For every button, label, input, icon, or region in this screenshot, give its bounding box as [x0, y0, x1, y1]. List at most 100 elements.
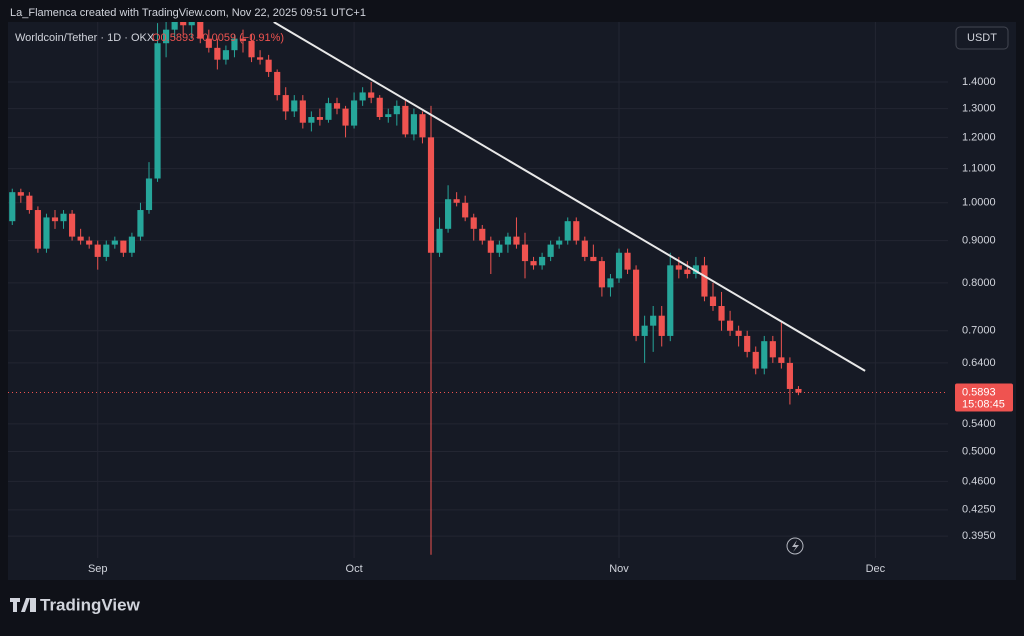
plot [9, 22, 866, 555]
candle-body [744, 335, 751, 352]
candle-body [26, 195, 33, 211]
candle-body [761, 341, 768, 369]
x-tick-label: Oct [346, 563, 363, 575]
candle-body [308, 117, 315, 123]
candle-body [9, 192, 16, 222]
candle-body [342, 108, 349, 126]
candle-body [590, 256, 597, 262]
candle-body [513, 236, 520, 245]
currency-box[interactable] [955, 26, 1009, 50]
y-tick-label: 0.3950 [962, 530, 996, 542]
candle-body [291, 100, 298, 112]
candle-body [427, 137, 435, 253]
y-tick-label: 0.8000 [962, 277, 996, 289]
candle-body [86, 240, 93, 245]
candle-body [530, 261, 537, 266]
y-tick-label: 0.6400 [962, 357, 996, 369]
y-tick-label: 1.4000 [962, 76, 996, 88]
candle-body [103, 244, 110, 257]
candle-body [171, 22, 178, 30]
y-tick-label: 1.3000 [962, 103, 996, 115]
candle-body [128, 236, 135, 253]
candle-body [675, 265, 682, 270]
candle-body [402, 105, 409, 135]
candle-body [51, 217, 59, 222]
chart-frame [8, 22, 1016, 580]
x-tick-label: Dec [866, 563, 886, 575]
candle-body [265, 59, 272, 72]
candle-body [445, 199, 452, 229]
brand: TradingView [40, 595, 141, 614]
logo: TradingView [10, 595, 141, 614]
candle-body [77, 236, 84, 241]
y-tick-label: 0.4600 [962, 475, 996, 487]
countdown: 15:08:45 [962, 398, 1005, 410]
candle-body [624, 252, 631, 270]
candle-body [351, 100, 358, 126]
candle-body [573, 221, 580, 241]
candle-body [667, 265, 674, 336]
candle-body [735, 330, 742, 336]
y-tick-label: 0.5000 [962, 445, 996, 457]
candle-body [487, 240, 494, 253]
candle-body [453, 199, 460, 203]
candle-body [419, 114, 426, 138]
candle-body [385, 114, 392, 118]
candle-body [359, 92, 366, 101]
header-price: O0.5893 [152, 32, 194, 44]
candle-body [718, 306, 725, 321]
alert-icon-bolt [792, 540, 799, 552]
candle-body [368, 92, 375, 98]
candle-body [111, 240, 118, 245]
candle-body [43, 217, 50, 249]
candle-body [239, 38, 247, 41]
candle-body [607, 278, 614, 288]
candle-body [436, 228, 443, 253]
x-tick-label: Sep [88, 563, 108, 575]
candle-body [650, 315, 657, 326]
y-tick-label: 1.0000 [962, 197, 996, 209]
candle-body [274, 71, 281, 96]
candle-body [556, 240, 563, 245]
candle-body [248, 40, 255, 58]
candle-body [539, 256, 546, 266]
candle-body [60, 213, 67, 222]
candle-body [282, 95, 289, 112]
candle-body [547, 244, 554, 257]
candle-body [17, 192, 24, 196]
candle-body [658, 315, 665, 336]
candle-body [786, 362, 793, 389]
candle-body [496, 244, 503, 253]
header-change: −0.0059 (−0.91%) [196, 32, 284, 44]
y-tick-label: 0.4250 [962, 504, 996, 516]
candle-body [376, 97, 383, 118]
candle-body [299, 100, 306, 123]
last-price-label: 0.5893 [962, 386, 996, 398]
candle-body [692, 265, 699, 274]
candle-body [137, 210, 144, 237]
candle-body [752, 351, 759, 369]
currency[interactable]: USDT [967, 32, 997, 44]
candle-body [393, 105, 400, 115]
candle-body [333, 103, 341, 109]
alert-icon[interactable] [786, 537, 804, 555]
candle-body [316, 117, 323, 120]
trend-line [273, 22, 866, 372]
chart-title: Worldcoin/Tether · 1D · OKX [15, 32, 155, 44]
candle-body [257, 57, 264, 60]
last-price-box [955, 383, 1013, 412]
candle-body [214, 47, 221, 60]
candle-body [145, 178, 153, 211]
candle-body [795, 388, 802, 393]
candle-body [188, 22, 195, 26]
candle-body [684, 269, 691, 274]
candle-body [69, 213, 76, 237]
attribution: La_Flamenca created with TradingView.com… [10, 7, 366, 19]
candle-body [598, 261, 605, 288]
y-tick-label: 0.7000 [962, 325, 996, 337]
candle-body [633, 269, 640, 336]
candle-body [701, 265, 708, 297]
candle-body [120, 240, 127, 253]
candle-body [325, 103, 332, 120]
